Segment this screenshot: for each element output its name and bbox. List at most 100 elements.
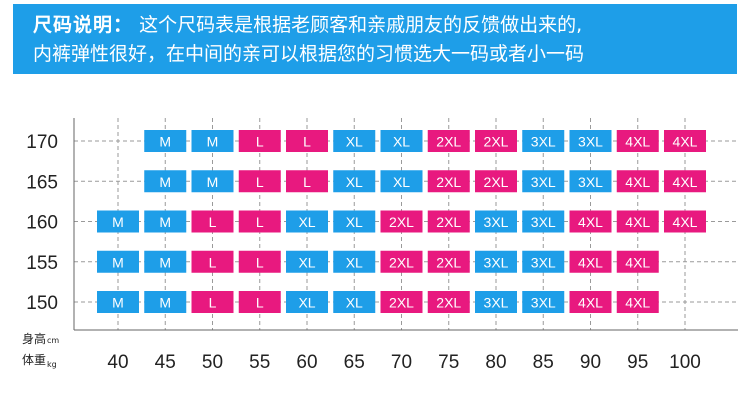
size-label-155-80: 3XL (484, 254, 509, 270)
x-tick-100: 100 (669, 352, 701, 373)
size-cell-155-60 (286, 250, 328, 273)
banner-line-2: 内裤弹性很好，在中间的亲可以根据您的习惯选大一码或者小一码 (33, 43, 585, 65)
size-cell-165-50 (191, 170, 234, 193)
size-cell-165-85 (522, 170, 565, 193)
size-label-170-75: 2XL (436, 134, 461, 150)
size-cell-165-65 (333, 170, 376, 193)
size-label-160-60: XL (298, 214, 315, 230)
size-cell-155-75 (427, 250, 470, 273)
x-tick-60: 60 (296, 352, 317, 373)
size-label-150-80: 3XL (484, 295, 509, 311)
size-label-170-70: XL (393, 134, 410, 150)
size-cell-165-100 (664, 170, 706, 193)
size-cell-160-80 (475, 210, 517, 233)
size-label-155-65: XL (346, 254, 363, 270)
size-cell-155-50 (191, 250, 234, 273)
size-cell-150-95 (616, 291, 659, 313)
size-label-160-55: L (256, 214, 264, 230)
size-label-160-40: M (112, 214, 124, 230)
banner-text-1: 这个尺码表是根据老顾客和亲戚朋友的反馈做出来的, (139, 14, 583, 36)
size-label-150-70: 2XL (389, 295, 414, 311)
size-cell-170-85 (522, 130, 565, 152)
size-label-150-75: 2XL (436, 295, 461, 311)
y-tick-150: 150 (26, 293, 58, 314)
size-label-150-45: M (159, 295, 171, 311)
size-cell-150-75 (427, 291, 470, 313)
size-cell-160-60 (286, 210, 328, 233)
size-label-150-65: XL (346, 295, 363, 311)
size-cell-150-90 (569, 291, 612, 313)
size-cell-150-40 (97, 291, 139, 313)
size-label-170-55: L (256, 134, 264, 150)
size-cell-165-90 (569, 170, 612, 193)
size-label-170-60: L (303, 134, 311, 150)
y-tick-155: 155 (26, 253, 58, 274)
size-cell-150-50 (191, 291, 234, 313)
y-tick-170: 170 (26, 132, 58, 153)
x-axis-label: 体重kg (22, 353, 57, 369)
size-cell-165-75 (427, 170, 470, 193)
size-label-150-85: 3XL (531, 295, 556, 311)
size-label-155-50: L (209, 254, 217, 270)
x-tick-45: 45 (155, 352, 176, 373)
size-label-170-50: M (207, 134, 219, 150)
size-label-155-45: M (159, 254, 171, 270)
size-label-160-45: M (159, 214, 171, 230)
size-cell-160-45 (144, 210, 187, 233)
size-cell-150-60 (286, 291, 328, 313)
size-cell-155-90 (569, 250, 612, 273)
size-cell-155-95 (616, 250, 659, 273)
size-label-160-100: 4XL (673, 214, 698, 230)
size-label-170-65: XL (346, 134, 363, 150)
banner-line-1: 尺码说明： 这个尺码表是根据老顾客和亲戚朋友的反馈做出来的, (33, 11, 737, 40)
size-cell-170-65 (333, 130, 376, 152)
size-cell-160-70 (380, 210, 423, 233)
size-label-150-55: L (256, 295, 264, 311)
size-cell-170-60 (286, 130, 328, 152)
size-cell-150-70 (380, 291, 423, 313)
size-cell-170-95 (616, 130, 659, 152)
size-label-165-100: 4XL (673, 174, 698, 190)
size-cell-170-80 (475, 130, 517, 152)
size-cell-170-50 (191, 130, 234, 152)
size-cell-150-45 (144, 291, 187, 313)
size-label-165-80: 2XL (484, 174, 509, 190)
size-label-155-75: 2XL (436, 254, 461, 270)
size-cell-160-90 (569, 210, 612, 233)
size-cell-160-85 (522, 210, 565, 233)
axis-ticks: 170 165 160 155 150 40 45 50 55 60 65 70 75 80 85 90 95 1… (26, 132, 701, 373)
size-label-160-90: 4XL (578, 214, 603, 230)
size-label-165-45: M (159, 174, 171, 190)
size-label-155-90: 4XL (578, 254, 603, 270)
x-tick-50: 50 (202, 352, 223, 373)
size-label-150-50: L (209, 295, 217, 311)
size-cell-160-55 (238, 210, 281, 233)
size-label-165-90: 3XL (578, 174, 603, 190)
size-label-165-65: XL (346, 174, 363, 190)
size-label-165-50: M (207, 174, 219, 190)
x-tick-95: 95 (627, 352, 648, 373)
x-tick-70: 70 (391, 352, 412, 373)
size-label-170-90: 3XL (578, 134, 603, 150)
size-cell-155-80 (475, 250, 517, 273)
size-cell-155-40 (97, 250, 139, 273)
size-label-155-70: 2XL (389, 254, 414, 270)
size-cell-165-80 (475, 170, 517, 193)
size-label-160-95: 4XL (625, 214, 650, 230)
x-tick-75: 75 (438, 352, 459, 373)
size-label-170-95: 4XL (625, 134, 650, 150)
size-label-160-85: 3XL (531, 214, 556, 230)
size-label-150-90: 4XL (578, 295, 603, 311)
size-note-banner: 尺码说明： 这个尺码表是根据老顾客和亲戚朋友的反馈做出来的, 内裤弹性很好，在中… (13, 4, 737, 74)
x-tick-40: 40 (107, 352, 128, 373)
size-cell-155-65 (333, 250, 376, 273)
size-label-155-55: L (256, 254, 264, 270)
size-label-170-100: 4XL (673, 134, 698, 150)
x-tick-85: 85 (533, 352, 554, 373)
size-cell-155-55 (238, 250, 281, 273)
size-label-170-80: 2XL (484, 134, 509, 150)
axis-labels: 身高cm 体重kg (22, 331, 59, 369)
size-cell-170-70 (380, 130, 423, 152)
y-tick-160: 160 (26, 213, 58, 234)
size-label-160-50: L (209, 214, 217, 230)
